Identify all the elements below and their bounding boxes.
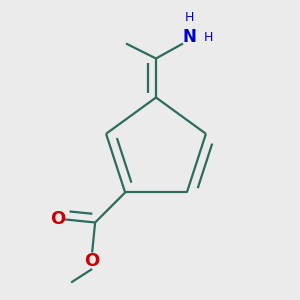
Text: H: H: [204, 31, 213, 44]
Text: O: O: [85, 253, 100, 271]
Text: N: N: [182, 28, 196, 46]
Text: O: O: [50, 211, 65, 229]
Text: H: H: [184, 11, 194, 25]
